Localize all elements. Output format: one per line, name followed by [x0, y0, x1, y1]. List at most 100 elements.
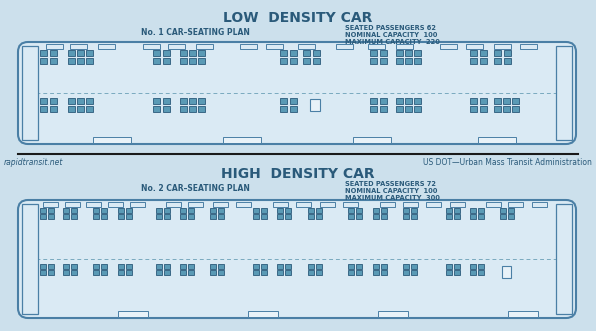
Bar	[188, 202, 203, 207]
Bar	[156, 270, 162, 275]
Bar	[454, 264, 460, 269]
Bar	[156, 214, 162, 219]
Bar	[77, 98, 84, 104]
Bar	[478, 137, 516, 143]
Bar	[556, 204, 572, 314]
Bar	[86, 58, 93, 64]
Bar	[470, 270, 476, 275]
Bar	[210, 208, 216, 213]
Bar	[126, 214, 132, 219]
Bar	[273, 202, 288, 207]
Bar	[164, 270, 170, 275]
Bar	[49, 58, 57, 64]
Bar	[454, 208, 460, 213]
Bar	[63, 208, 69, 213]
Bar	[290, 98, 296, 104]
Bar	[320, 202, 335, 207]
FancyBboxPatch shape	[18, 200, 576, 318]
Bar	[414, 98, 421, 104]
Bar	[396, 58, 403, 64]
Bar	[494, 50, 501, 56]
Bar	[101, 214, 107, 219]
Bar	[414, 50, 421, 56]
Bar	[118, 270, 124, 275]
Bar	[48, 214, 54, 219]
Bar	[261, 208, 267, 213]
Bar	[164, 214, 170, 219]
Bar	[164, 208, 170, 213]
Bar	[480, 106, 486, 112]
Bar	[48, 208, 54, 213]
Bar	[101, 264, 107, 269]
Bar	[198, 98, 205, 104]
Bar	[446, 270, 452, 275]
Bar	[163, 50, 169, 56]
Bar	[466, 44, 483, 49]
Bar	[303, 58, 310, 64]
Text: No. 2 CAR–SEATING PLAN: No. 2 CAR–SEATING PLAN	[141, 184, 250, 193]
Bar	[218, 208, 224, 213]
Bar	[188, 214, 194, 219]
Bar	[77, 106, 84, 112]
Bar	[164, 264, 170, 269]
Bar	[316, 264, 322, 269]
Bar	[180, 270, 186, 275]
Bar	[290, 50, 296, 56]
Bar	[223, 137, 261, 143]
Bar	[210, 264, 216, 269]
Bar	[156, 208, 162, 213]
Bar	[426, 202, 441, 207]
Bar	[71, 264, 77, 269]
Bar	[403, 214, 409, 219]
Bar	[411, 270, 417, 275]
Bar	[253, 270, 259, 275]
Bar	[296, 202, 311, 207]
Bar	[280, 58, 287, 64]
Bar	[381, 270, 387, 275]
Bar	[480, 58, 486, 64]
Bar	[478, 208, 484, 213]
Bar	[356, 264, 362, 269]
Bar	[280, 98, 287, 104]
Bar	[218, 264, 224, 269]
Bar	[446, 214, 452, 219]
Bar	[508, 311, 538, 317]
Bar	[180, 58, 187, 64]
Bar	[512, 106, 519, 112]
Bar	[478, 264, 484, 269]
Bar	[285, 214, 291, 219]
Bar	[380, 58, 386, 64]
Bar	[285, 270, 291, 275]
Bar	[470, 50, 477, 56]
Bar	[153, 50, 160, 56]
Bar	[68, 50, 75, 56]
Bar	[153, 98, 160, 104]
Bar	[77, 50, 84, 56]
Text: US DOT—Urban Mass Transit Administration: US DOT—Urban Mass Transit Administration	[423, 158, 592, 167]
Bar	[380, 50, 386, 56]
Bar	[180, 214, 186, 219]
Bar	[261, 264, 267, 269]
Bar	[163, 98, 169, 104]
Bar	[356, 270, 362, 275]
Bar	[454, 270, 460, 275]
Bar	[188, 264, 194, 269]
Bar	[381, 208, 387, 213]
Bar	[49, 50, 57, 56]
Bar	[348, 214, 354, 219]
Bar	[370, 58, 377, 64]
Bar	[198, 50, 205, 56]
Bar	[68, 106, 75, 112]
Bar	[71, 270, 77, 275]
Bar	[454, 214, 460, 219]
Bar	[470, 264, 476, 269]
Bar	[478, 270, 484, 275]
Bar	[405, 50, 412, 56]
Bar	[40, 214, 46, 219]
Text: MAXIMUM CAPACITY  220: MAXIMUM CAPACITY 220	[345, 39, 440, 45]
Bar	[126, 208, 132, 213]
Bar	[77, 58, 84, 64]
Bar	[48, 270, 54, 275]
Bar	[508, 214, 514, 219]
Bar	[500, 214, 506, 219]
